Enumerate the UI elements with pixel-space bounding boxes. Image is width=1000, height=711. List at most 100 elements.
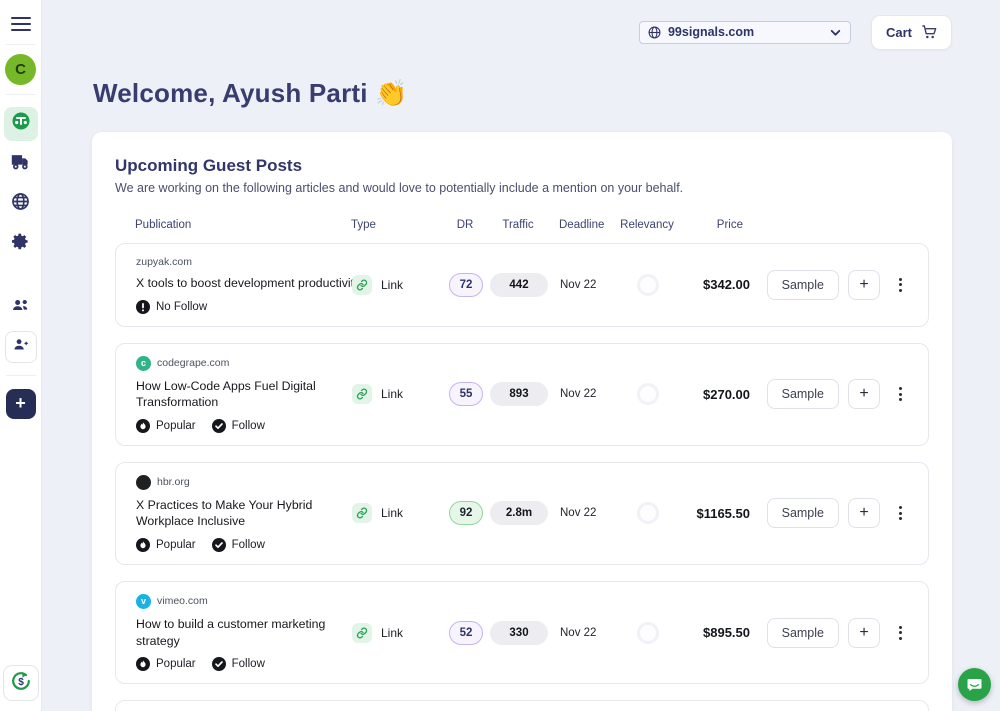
publication-cell: hbr.org X Practices to Make Your Hybrid … [136, 475, 352, 552]
money-back-button[interactable]: $ [3, 665, 39, 701]
cart-button-label: Cart [886, 25, 912, 40]
table-header: Publication Type DR Traffic Deadline Rel… [115, 219, 929, 231]
table-row: zupyak.com X tools to boost development … [115, 243, 929, 327]
row-actions: Sample + [750, 498, 908, 528]
publication-domain: hbr.org [157, 476, 190, 488]
type-label: Link [381, 626, 403, 640]
type-label: Link [381, 278, 403, 292]
check-icon [212, 538, 226, 552]
type-cell: Link [352, 275, 442, 295]
create-new-button[interactable]: + [6, 389, 36, 419]
popular-badge: Popular [136, 419, 196, 433]
sample-button[interactable]: Sample [767, 270, 839, 300]
price-value: $342.00 [684, 277, 750, 292]
table-row: hbr.org X Practices to Make Your Hybrid … [115, 462, 929, 565]
column-type: Type [351, 219, 441, 231]
invite-user-button[interactable] [5, 331, 37, 363]
add-to-cart-button[interactable]: + [848, 498, 880, 528]
flame-icon [136, 657, 150, 671]
topbar: 99signals.com Cart [92, 12, 952, 52]
menu-toggle-button[interactable] [11, 13, 31, 35]
svg-text:$: $ [18, 676, 24, 687]
link-icon [352, 623, 372, 643]
sample-button[interactable]: Sample [767, 498, 839, 528]
popular-badge: Popular [136, 538, 196, 552]
card-subtitle: We are working on the following articles… [115, 181, 929, 195]
link-icon [352, 275, 372, 295]
link-icon [352, 503, 372, 523]
column-deadline: Deadline [547, 219, 611, 231]
publication-cell: zupyak.com X tools to boost development … [136, 256, 352, 314]
row-actions: Sample + [750, 270, 908, 300]
column-publication: Publication [135, 219, 351, 231]
add-to-cart-button[interactable]: + [848, 379, 880, 409]
sidebar-item-dashboard[interactable] [4, 107, 38, 141]
dr-badge: 55 [449, 382, 483, 406]
dr-badge: 72 [449, 273, 483, 297]
table-row: c codegrape.com How Low-Code Apps Fuel D… [115, 343, 929, 446]
no-follow-icon [136, 300, 150, 314]
traffic-badge: 442 [490, 273, 548, 297]
check-icon [212, 657, 226, 671]
divider [6, 44, 36, 45]
site-favicon: v [136, 594, 151, 609]
follow-badge: Follow [212, 657, 265, 671]
row-actions: Sample + [750, 379, 908, 409]
chat-launcher-button[interactable] [958, 668, 991, 701]
add-to-cart-button[interactable]: + [848, 270, 880, 300]
deadline-value: Nov 22 [548, 388, 612, 400]
sample-button[interactable]: Sample [767, 379, 839, 409]
article-title: How to build a customer marketing strate… [136, 616, 348, 649]
sidebar-item-domains[interactable] [4, 187, 38, 221]
publication-domain: vimeo.com [157, 595, 208, 607]
upcoming-guest-posts-card: Upcoming Guest Posts We are working on t… [92, 132, 952, 711]
relevancy-indicator [637, 502, 659, 524]
price-value: $270.00 [684, 387, 750, 402]
sidebar-item-settings[interactable] [4, 227, 38, 261]
type-cell: Link [352, 503, 442, 523]
relevancy-indicator [637, 622, 659, 644]
person-add-icon [12, 336, 29, 358]
cart-button[interactable]: Cart [871, 15, 952, 50]
divider [6, 375, 36, 376]
sidebar-item-orders[interactable] [4, 147, 38, 181]
add-to-cart-button[interactable]: + [848, 618, 880, 648]
hamburger-icon [11, 17, 31, 20]
deadline-value: Nov 22 [548, 627, 612, 639]
price-value: $1165.50 [684, 506, 750, 521]
row-menu-button[interactable] [889, 274, 908, 296]
sample-button[interactable]: Sample [767, 618, 839, 648]
globe-icon [648, 26, 661, 39]
truck-icon [11, 152, 30, 176]
avatar[interactable]: C [5, 54, 36, 85]
site-selector[interactable]: 99signals.com [639, 21, 851, 44]
relevancy-indicator [637, 274, 659, 296]
row-menu-button[interactable] [889, 622, 908, 644]
deadline-value: Nov 22 [548, 279, 612, 291]
check-icon [212, 419, 226, 433]
popular-badge: Popular [136, 657, 196, 671]
publication-cell: v vimeo.com How to build a customer mark… [136, 594, 352, 671]
dashboard-icon [11, 111, 31, 136]
row-menu-button[interactable] [889, 383, 908, 405]
chevron-down-icon [829, 26, 842, 39]
sidebar-item-team[interactable] [4, 291, 38, 325]
site-favicon: c [136, 356, 151, 371]
publication-cell: c codegrape.com How Low-Code Apps Fuel D… [136, 356, 352, 433]
traffic-badge: 893 [490, 382, 548, 406]
users-icon [11, 295, 31, 320]
type-cell: Link [352, 623, 442, 643]
follow-badge: Follow [212, 419, 265, 433]
row-menu-button[interactable] [889, 502, 908, 524]
dr-badge: 52 [449, 621, 483, 645]
traffic-badge: 330 [490, 621, 548, 645]
deadline-value: Nov 22 [548, 507, 612, 519]
flame-icon [136, 419, 150, 433]
divider [6, 94, 36, 95]
follow-badge: Follow [212, 538, 265, 552]
row-actions: Sample + [750, 618, 908, 648]
price-value: $895.50 [684, 625, 750, 640]
money-back-icon: $ [10, 670, 32, 697]
chat-icon [966, 676, 983, 693]
article-title: X tools to boost development productivit… [136, 275, 352, 292]
